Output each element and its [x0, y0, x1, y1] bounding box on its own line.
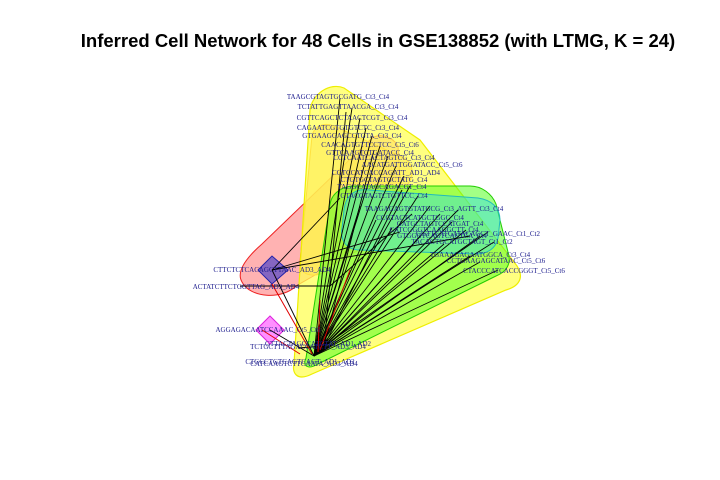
node-label: GTGGGTCAGTCACTCA_Ct4	[397, 232, 487, 240]
edge	[313, 107, 353, 357]
edge-red	[271, 283, 313, 355]
node-label: GGTTCATCATACAGCT_GAAC_Ct1_Ct2	[416, 230, 540, 238]
edge	[323, 111, 347, 347]
edge	[323, 189, 403, 347]
node-label: TCTGCTTTAGACCATCTT_AD3_AD4	[250, 343, 366, 351]
edge	[323, 209, 459, 347]
edge	[329, 213, 413, 287]
edge	[271, 269, 315, 357]
edge	[313, 205, 431, 357]
node-label: CAGAATCGTGTGTCTC_Ct3_Ct4	[297, 124, 399, 132]
edge	[313, 127, 367, 357]
edge	[313, 205, 361, 357]
edge	[313, 255, 471, 357]
node-label: CGTTCAGCTCTAACTCGT_Ct3_Ct4	[297, 114, 408, 122]
node-label: CATCGGGTCAAGGCTT_Ct4	[389, 226, 479, 234]
network-edges	[240, 97, 499, 357]
edge	[313, 235, 421, 357]
node-label: AGGAGACAATCCAAAC_Ct5_Ct6	[215, 326, 321, 334]
edge	[313, 135, 373, 357]
node-label: TAAGCGTAGTGCGATG_Ct3_Ct4	[287, 93, 390, 101]
node-label: CGTCCATCACCAGATT_AD1_AD4	[332, 169, 441, 177]
edge	[271, 197, 341, 271]
node-label: GTGAAGGAGCCTGTA_Ct3_Ct4	[302, 132, 402, 140]
edge	[313, 165, 397, 357]
edge-red	[319, 269, 351, 351]
node-label: GTTCAAGTCTGATACC_Ct4	[326, 149, 414, 157]
edge	[313, 261, 481, 357]
node-label: TGAAAGAGAATGGCA_Ct3_Ct4	[430, 251, 531, 259]
node-labels: TAAGCGTAGTGCGATG_Ct3_Ct4 TCTATTGAGTTAACG…	[193, 93, 566, 368]
node-label: CTGCCTGTCAGTCAGT_AD1_AD2	[245, 358, 355, 366]
node-label: GTTACTAGCCATGTAT_AD1_AD2	[265, 340, 372, 348]
node-label: TAAGAGAGTGTATGCG_Ct3_AGTT_Ct3_Ct4	[365, 205, 504, 213]
node-label: AACATGATTGGATACC_Ct5_Ct6	[362, 161, 463, 169]
edge	[313, 269, 499, 357]
edge	[323, 149, 375, 347]
node-label: ACTATCTTCTGGTTAG_AD3_AD4	[193, 283, 300, 291]
edge	[313, 221, 453, 357]
node-label: CCGTACTCATGCTGGC_Ct4	[376, 214, 464, 222]
node-label: TACAGTGCATGCTAGT_Ct1_Ct2	[411, 238, 513, 246]
edge	[271, 231, 401, 271]
node-label: CTACCCATCACCGGGT_Ct5_Ct6	[463, 267, 565, 275]
node-label: CATCAAGTCTTCAATA_AD3_AD4	[250, 360, 358, 368]
edge	[313, 195, 419, 357]
edge	[313, 97, 341, 357]
node-label: GTACGTAGTCTGTTCC_Ct4	[340, 192, 428, 200]
edge	[271, 235, 471, 271]
node-label: TAGGCATAGCAGACGT_Ct4	[337, 183, 427, 191]
node-label: CTGTGCTAGTGCTATG_Ct4	[341, 176, 428, 184]
edge	[313, 235, 481, 357]
edge	[297, 345, 325, 349]
edge	[269, 329, 315, 357]
edge	[323, 231, 489, 347]
node-label: CCTCAATCACTAGTCG_Ct3_Ct4	[333, 154, 435, 162]
edge	[313, 243, 445, 357]
edge	[313, 219, 377, 357]
node-label: CTTCTCTCACAGCTTAAC_AD3_AD4	[213, 266, 331, 274]
edge-red	[261, 329, 301, 355]
edge-red	[317, 299, 321, 353]
node-label: CCTGAAGAGCATAAC_Ct5_Ct6	[447, 257, 546, 265]
node-label: TCTATTGAGTTAACGA_Ct3_Ct4	[298, 103, 399, 111]
edge	[313, 117, 361, 357]
node-label: GATGCTAGTCCATGAT_Ct4	[397, 220, 484, 228]
figure-title: Inferred Cell Network for 48 Cells in GS…	[81, 30, 675, 51]
node-label: CAACAGTGTTCCTCC_Ct5_Ct6	[321, 141, 419, 149]
